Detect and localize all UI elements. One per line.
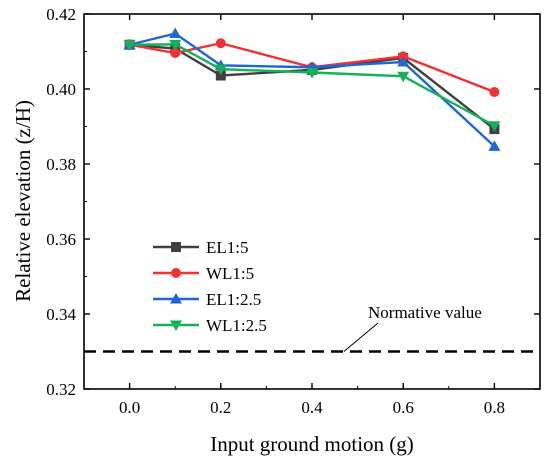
y-tick-label: 0.34 bbox=[46, 305, 76, 324]
normative-value-label: Normative value bbox=[368, 303, 482, 322]
series-line bbox=[129, 32, 496, 148]
legend-label: EL1:2.5 bbox=[206, 290, 261, 309]
tick-labels: 0.0 0.2 0.4 0.6 0.8 0.32 0.34 0.36 0.38 0.40 0.42 bbox=[46, 5, 505, 417]
legend-item: EL1:5 bbox=[153, 238, 249, 257]
x-tick-label: 0.6 bbox=[393, 398, 414, 417]
legend-item: WL1:5 bbox=[153, 264, 254, 283]
data-point bbox=[171, 268, 181, 278]
data-point bbox=[489, 87, 500, 97]
x-axis-label: Input ground motion (g) bbox=[210, 432, 414, 456]
legend: EL1:5 WL1:5 EL1:2.5 WL1:2.5 bbox=[153, 238, 267, 335]
series-line bbox=[129, 43, 495, 127]
data-point bbox=[215, 38, 226, 49]
y-axis-label: Relative elevation (z/H) bbox=[11, 100, 35, 302]
series-el1-2-5 bbox=[123, 27, 501, 151]
data-point bbox=[170, 293, 182, 304]
series-wl1-2-5 bbox=[123, 39, 501, 132]
series-line bbox=[129, 43, 496, 131]
legend-label: WL1:5 bbox=[206, 264, 254, 283]
y-tick-label: 0.32 bbox=[46, 380, 76, 399]
series-el1-5 bbox=[124, 39, 500, 135]
data-point bbox=[170, 320, 182, 331]
data-point bbox=[488, 140, 501, 151]
data-point bbox=[170, 48, 181, 58]
legend-label: WL1:2.5 bbox=[206, 316, 267, 335]
y-tick-label: 0.42 bbox=[46, 5, 76, 24]
series-line bbox=[129, 42, 495, 94]
legend-item: EL1:2.5 bbox=[153, 290, 261, 309]
legend-label: EL1:5 bbox=[206, 238, 249, 257]
series-layer bbox=[123, 27, 501, 151]
tick-marks bbox=[83, 13, 541, 390]
data-point bbox=[397, 56, 410, 67]
x-tick-label: 0.4 bbox=[301, 398, 323, 417]
y-tick-label: 0.36 bbox=[46, 230, 76, 249]
data-point bbox=[171, 242, 181, 252]
y-tick-label: 0.38 bbox=[46, 155, 76, 174]
legend-item: WL1:2.5 bbox=[153, 316, 267, 335]
data-point bbox=[214, 64, 227, 76]
data-point bbox=[397, 71, 410, 83]
reference-line-group: Normative value bbox=[84, 303, 540, 353]
data-point bbox=[488, 121, 501, 132]
data-point bbox=[169, 27, 182, 38]
data-point bbox=[215, 70, 226, 81]
x-tick-label: 0.0 bbox=[119, 398, 140, 417]
data-point bbox=[123, 40, 136, 51]
annotation-leader-line bbox=[343, 322, 379, 352]
data-point bbox=[306, 68, 318, 79]
y-tick-label: 0.40 bbox=[46, 80, 76, 99]
x-tick-label: 0.2 bbox=[210, 398, 231, 417]
data-point bbox=[169, 39, 182, 51]
x-tick-label: 0.8 bbox=[484, 398, 505, 417]
